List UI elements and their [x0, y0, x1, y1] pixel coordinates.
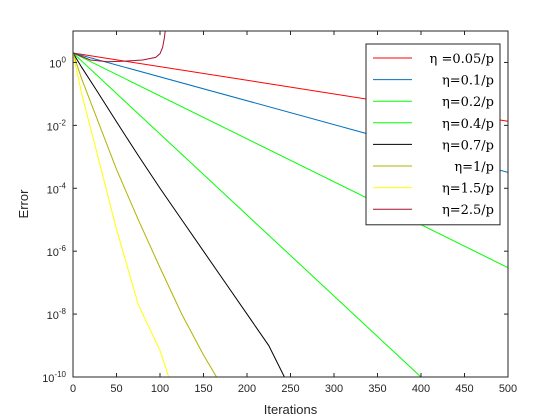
y-axis-title: Error — [16, 189, 31, 219]
y-tick-label: 10-4 — [47, 181, 67, 196]
y-tick-label: 100 — [49, 55, 66, 70]
legend-label: η=1/p — [454, 160, 494, 175]
x-tick-label: 300 — [325, 383, 343, 395]
series-line-2 — [73, 52, 508, 269]
x-tick-label: 350 — [368, 383, 386, 395]
series-line-3 — [73, 52, 422, 377]
series-line-4 — [73, 52, 285, 377]
y-tick-label: 10-6 — [47, 244, 67, 259]
x-axis-title: Iterations — [264, 402, 318, 417]
x-tick-label: 200 — [238, 383, 256, 395]
y-tick-label: 10-2 — [47, 118, 67, 133]
legend: η =0.05/p η=0.1/p η=0.2/p η=0.4/p η=0.7/p η=1… — [365, 43, 501, 226]
legend-label: η=2.5/p — [442, 203, 494, 218]
x-tick-label: 250 — [281, 383, 299, 395]
y-tick-label: 10-10 — [42, 370, 66, 385]
x-tick-label: 500 — [499, 383, 517, 395]
y-tick-label: 10-8 — [47, 307, 67, 322]
legend-box — [365, 43, 501, 226]
x-tick-label: 50 — [110, 383, 122, 395]
series-line-7 — [73, 31, 166, 63]
ticks-layer: 0 50 100 150 200 250 300 350 400 450 500 100 10-2 10-… — [42, 31, 517, 395]
legend-label: η=1.5/p — [442, 182, 494, 197]
series-line-5 — [73, 52, 217, 377]
series-layer — [73, 31, 508, 377]
x-tick-label: 100 — [151, 383, 169, 395]
x-tick-label: 0 — [70, 383, 76, 395]
x-tick-label: 150 — [194, 383, 212, 395]
legend-label: η=0.4/p — [442, 117, 494, 132]
series-line-6 — [73, 52, 170, 377]
legend-label: η=0.1/p — [442, 74, 494, 89]
legend-label: η=0.2/p — [442, 95, 494, 110]
legend-label: η =0.05/p — [430, 52, 494, 67]
legend-label: η=0.7/p — [442, 138, 494, 153]
x-tick-label: 450 — [455, 383, 473, 395]
x-tick-label: 400 — [412, 383, 430, 395]
